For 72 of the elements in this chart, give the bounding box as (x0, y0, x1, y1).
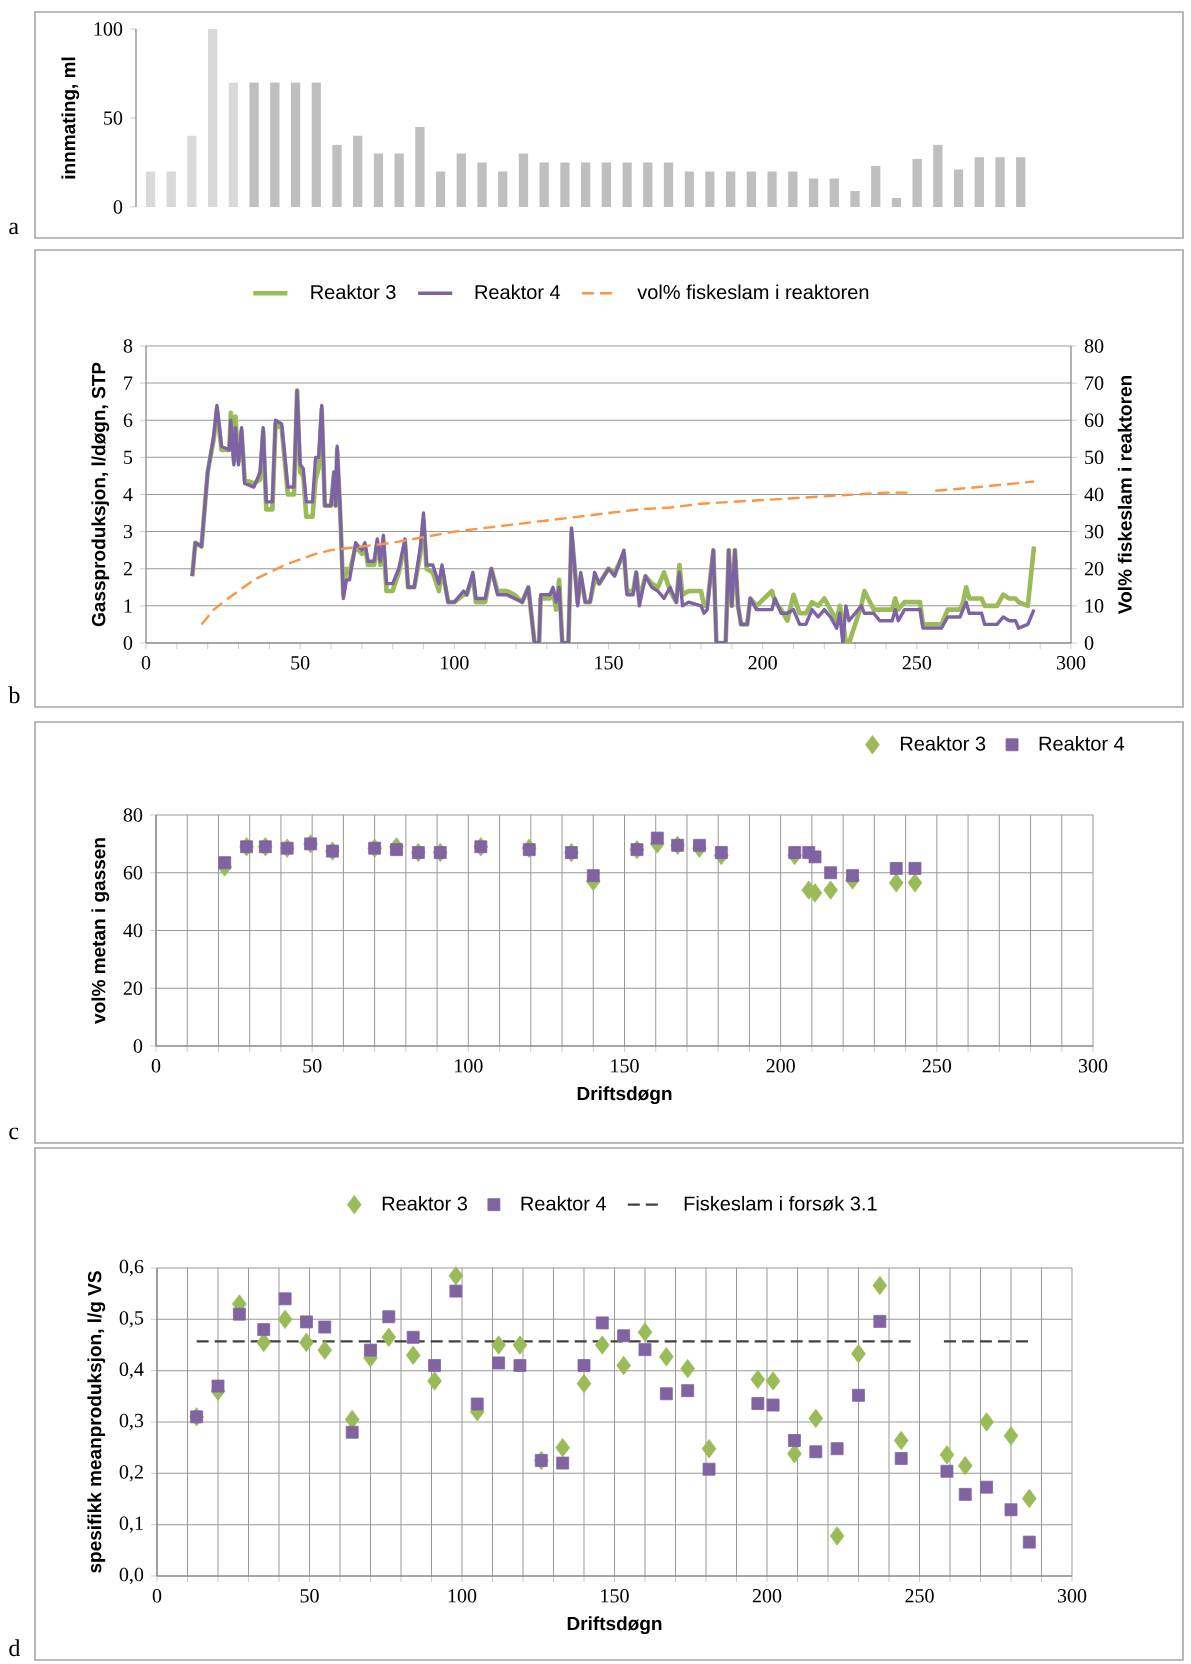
y-tick-label: 40 (123, 923, 143, 938)
y-tick-label: 4 (123, 487, 133, 502)
x-tick-label: 100 (455, 1059, 483, 1073)
x-tick-label: 200 (748, 656, 777, 670)
legend-label: Reaktor 3 (900, 735, 986, 751)
x-tick-label: 150 (595, 656, 623, 670)
text: a (9, 222, 19, 235)
x-tick-label: 300 (1078, 1059, 1108, 1073)
x-tick-label: 50 (291, 656, 310, 670)
y2-tick-label: 40 (1084, 487, 1104, 502)
x-tick-label: 250 (905, 1589, 934, 1603)
x-tick-label: 100 (448, 1589, 477, 1603)
y2-tick-label: 70 (1085, 376, 1104, 390)
x-tick-label: 250 (922, 1059, 952, 1073)
x-tick-label: 250 (902, 656, 932, 670)
legend-label: Reaktor 4 (1039, 735, 1125, 751)
x-axis-title: Driftsdøgn (567, 1616, 662, 1635)
y-axis-title: spesifikk meanproduksjon, l/g VS (87, 1271, 106, 1573)
y-tick-label: 0 (113, 200, 123, 214)
y2-tick-label: 50 (1085, 450, 1104, 465)
legend-label: Reaktor 3 (382, 1195, 467, 1211)
x-tick-label: 300 (1056, 656, 1086, 670)
y-tick-label: 0 (123, 636, 133, 650)
y-tick-label: 3 (123, 524, 133, 539)
y-axis-title: Gassproduksjon, l/døgn, STP (91, 362, 110, 627)
legend-label: Fiskeslam i forsøk 3.1 (684, 1195, 877, 1211)
text: d (9, 1639, 21, 1657)
x-tick-label: 200 (766, 1059, 795, 1073)
x-tick-label: 200 (752, 1589, 782, 1603)
x-tick-label: 50 (300, 1589, 319, 1603)
text: b (8, 686, 20, 704)
y-tick-label: 20 (123, 981, 143, 995)
y2-tick-label: 60 (1084, 413, 1104, 427)
y-tick-label: 0,2 (119, 1465, 143, 1482)
legend-label: vol% fiskeslam i reaktoren (637, 284, 869, 300)
text: c (9, 1127, 19, 1140)
y-tick-label: 50 (104, 111, 123, 125)
y-tick-label: 0,0 (119, 1567, 144, 1585)
x-tick-label: 300 (1057, 1589, 1087, 1603)
x-tick-label: 100 (441, 656, 469, 670)
y-tick-label: 8 (123, 339, 133, 353)
y2-axis-title: Vol% fiskeslam i reaktoren (1117, 375, 1132, 615)
y2-tick-label: 0 (1084, 636, 1094, 650)
y-axis-title: innmating, ml (61, 57, 80, 179)
y-tick-label: 6 (123, 413, 133, 427)
x-axis-title: Driftsdøgn (577, 1086, 672, 1105)
y2-tick-label: 80 (1084, 339, 1104, 353)
y-tick-label: 80 (123, 808, 143, 822)
y2-tick-label: 20 (1084, 561, 1104, 576)
x-tick-label: 50 (303, 1059, 322, 1073)
y-tick-label: 100 (94, 22, 123, 36)
legend-label: Reaktor 4 (521, 1195, 606, 1211)
y-tick-label: 60 (123, 866, 143, 880)
y-tick-label: 0,4 (119, 1362, 144, 1379)
y-tick-label: 2 (123, 562, 132, 576)
x-tick-label: 150 (611, 1059, 639, 1073)
legend-label: Reaktor 4 (475, 284, 561, 300)
x-tick-label: 0 (152, 1589, 162, 1603)
y-tick-label: 0,3 (119, 1413, 144, 1431)
y-tick-label: 1 (124, 599, 132, 613)
y2-tick-label: 30 (1085, 524, 1104, 539)
x-tick-label: 0 (151, 1059, 161, 1073)
x-tick-label: 150 (601, 1589, 629, 1603)
legend-label: Reaktor 3 (311, 284, 396, 300)
y-tick-label: 0,5 (119, 1311, 144, 1328)
y2-tick-label: 10 (1085, 599, 1104, 613)
y-tick-label: 0 (133, 1039, 143, 1053)
y-tick-label: 5 (124, 450, 133, 464)
y-tick-label: 7 (124, 376, 133, 390)
y-tick-label: 0,1 (119, 1516, 143, 1533)
y-tick-label: 0,6 (119, 1259, 144, 1277)
y-axis-title: vol% metan i gassen (91, 838, 110, 1024)
